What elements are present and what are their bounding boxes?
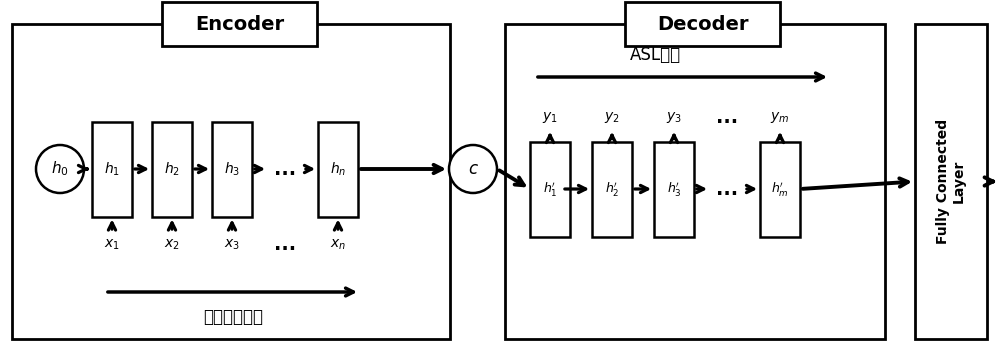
Bar	[625, 2, 780, 46]
Bar	[654, 141, 694, 236]
Text: ...: ...	[716, 107, 738, 126]
Text: ASL序列: ASL序列	[629, 46, 681, 64]
Text: ...: ...	[274, 236, 296, 255]
Bar	[505, 24, 885, 339]
Text: $h_1$: $h_1$	[104, 160, 120, 178]
Text: $h_n$: $h_n$	[330, 160, 346, 178]
Text: Encoder: Encoder	[195, 15, 284, 34]
Text: $x_n$: $x_n$	[330, 238, 346, 252]
Circle shape	[449, 145, 497, 193]
Text: 颅部血流序列: 颅部血流序列	[203, 308, 263, 326]
Text: $y_m$: $y_m$	[770, 110, 790, 125]
Bar	[152, 121, 192, 216]
Text: $y_2$: $y_2$	[604, 110, 620, 125]
Bar	[162, 2, 317, 46]
Bar	[12, 24, 450, 339]
Bar	[212, 121, 252, 216]
Text: ...: ...	[716, 180, 738, 198]
Text: $h_m'$: $h_m'$	[771, 180, 789, 198]
Bar	[760, 141, 800, 236]
Bar	[915, 24, 987, 339]
Text: $h_0$: $h_0$	[51, 160, 69, 178]
Text: $h_1'$: $h_1'$	[543, 180, 557, 198]
Text: ...: ...	[274, 160, 296, 178]
Text: $x_2$: $x_2$	[164, 238, 180, 252]
Bar	[92, 121, 132, 216]
Text: $h_2$: $h_2$	[164, 160, 180, 178]
Text: Decoder: Decoder	[657, 15, 748, 34]
Bar	[530, 141, 570, 236]
Bar	[592, 141, 632, 236]
Text: $y_3$: $y_3$	[666, 110, 682, 125]
Text: $h_3$: $h_3$	[224, 160, 240, 178]
Bar	[318, 121, 358, 216]
Text: $x_3$: $x_3$	[224, 238, 240, 252]
Text: $h_2'$: $h_2'$	[605, 180, 619, 198]
Text: $h_3'$: $h_3'$	[667, 180, 681, 198]
Text: $x_1$: $x_1$	[104, 238, 120, 252]
Text: Fully Connected
Layer: Fully Connected Layer	[936, 119, 966, 244]
Text: $y_1$: $y_1$	[542, 110, 558, 125]
Circle shape	[36, 145, 84, 193]
Text: $c$: $c$	[468, 160, 478, 178]
